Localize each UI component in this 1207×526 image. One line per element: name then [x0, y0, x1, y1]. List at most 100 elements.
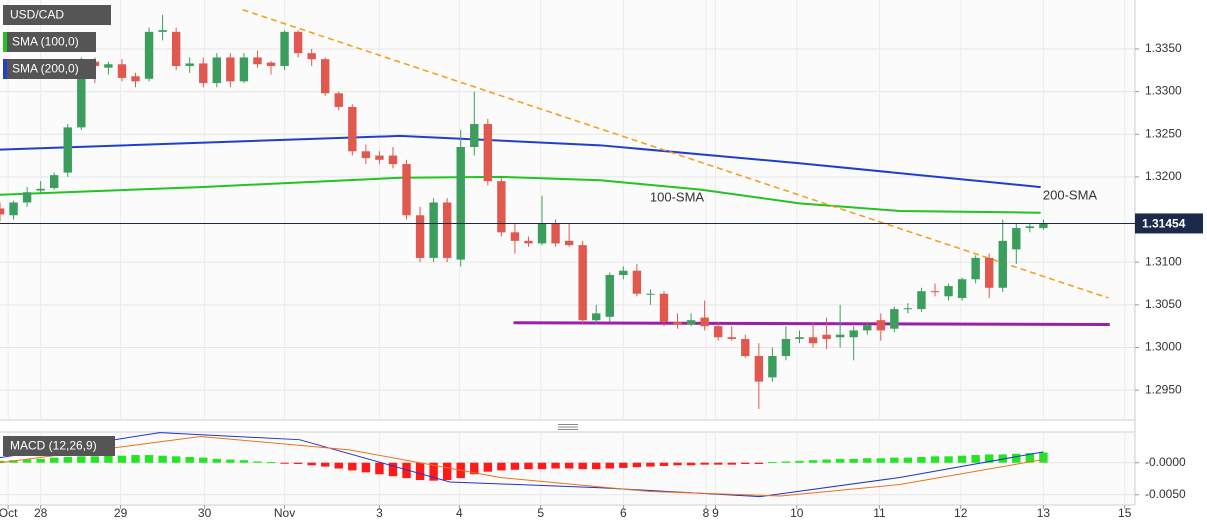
macd-histogram-bar: [0, 460, 5, 463]
candle-body: [212, 57, 222, 84]
macd-histogram-bar: [795, 460, 804, 463]
macd-histogram-bar: [605, 462, 614, 469]
candle-body: [700, 317, 709, 327]
sma-line: [0, 134, 1041, 189]
candle-body: [239, 57, 249, 82]
candle-body: [768, 356, 777, 378]
x-tick-label: 9: [712, 506, 719, 520]
macd-histogram-bar: [117, 455, 127, 463]
x-tick-label: 12: [954, 506, 968, 520]
x-tick-label: 8: [703, 506, 710, 520]
x-tick-label: 29: [114, 506, 128, 520]
candle-body: [171, 31, 181, 66]
candle-body: [1012, 228, 1021, 250]
y-tick-label: 1.2950: [1145, 382, 1182, 396]
candle-body: [673, 321, 682, 325]
candle-body: [280, 31, 289, 66]
candle-body: [564, 240, 574, 246]
candle-body: [835, 334, 845, 338]
macd-histogram-bar: [930, 456, 940, 463]
macd-histogram-bar: [998, 454, 1007, 463]
legend-box: [3, 5, 111, 25]
candle-body: [185, 63, 194, 66]
macd-histogram-bar: [22, 459, 32, 463]
candle-body: [632, 270, 642, 294]
macd-histogram-bar: [77, 456, 86, 463]
x-tick-label: 3: [376, 506, 383, 520]
candle-body: [686, 320, 696, 325]
candle-body: [713, 326, 723, 338]
macd-histogram-bar: [700, 462, 709, 465]
candle-body: [131, 76, 140, 82]
macd-histogram-bar: [415, 462, 425, 481]
panel-handle: [558, 424, 578, 430]
x-tick-label: 15: [1118, 506, 1132, 520]
macd-histogram-bar: [36, 458, 45, 463]
last-price-box: [1135, 213, 1203, 234]
candle-body: [388, 155, 398, 165]
candle-body: [863, 325, 872, 331]
macd-histogram-bar: [442, 462, 452, 481]
macd-histogram-bar: [957, 455, 967, 463]
candle-body: [930, 291, 940, 293]
legend-entry: SMA (200,0): [12, 62, 79, 76]
macd-histogram-bar: [619, 462, 628, 468]
macd-title: MACD (12,26,9): [10, 439, 97, 453]
candle-body: [442, 202, 452, 258]
macd-histogram-bar: [50, 457, 59, 463]
legend-box: [3, 436, 115, 456]
candle-body: [266, 62, 276, 66]
macd-histogram-bar: [781, 461, 791, 463]
macd-histogram-bar: [741, 462, 750, 465]
macd-histogram-bar: [863, 458, 872, 463]
macd-histogram-bar: [90, 456, 100, 463]
macd-histogram-bar: [239, 460, 249, 463]
macd-histogram-bar: [984, 454, 994, 463]
legend: USD/CAD SMA (100,0) SMA (200,0) MACD (12…: [3, 5, 115, 456]
macd-histogram-bar: [537, 462, 547, 470]
candle-body: [876, 320, 885, 331]
candle-body: [293, 31, 303, 54]
grid: [0, 0, 1135, 505]
candle-body: [375, 155, 384, 160]
y-tick-label: -0.0050: [1145, 487, 1186, 501]
x-tick-label: 11: [873, 506, 886, 520]
candle-body: [9, 202, 18, 216]
macd-histogram-bar: [659, 462, 669, 466]
macd-histogram-bar: [1025, 453, 1035, 463]
candle-body: [578, 245, 587, 321]
price-panel: [0, 0, 1135, 420]
macd-histogram-bar: [510, 462, 520, 470]
candle-body: [348, 106, 357, 152]
macd-histogram-bar: [727, 462, 736, 465]
candle-body: [22, 192, 32, 203]
y-tick-label: 1.3350: [1145, 41, 1182, 55]
candle-body: [307, 53, 316, 60]
macd-histogram-bar: [1039, 452, 1048, 463]
macd-histogram-bar: [212, 458, 222, 463]
candle-body: [144, 31, 154, 79]
candle-body: [795, 337, 804, 339]
macd-histogram-bar: [524, 462, 533, 470]
macd-histogram-bar: [348, 462, 357, 471]
candle-body: [415, 215, 425, 258]
candle-body: [510, 232, 520, 241]
candle-body: [984, 257, 994, 288]
trend-line: [242, 8, 1109, 299]
legend-swatch: [3, 59, 7, 79]
x-tick-label: 30: [198, 506, 212, 520]
macd-histogram-bar: [226, 459, 235, 463]
macd-histogram-bar: [307, 462, 316, 466]
candle-body: [1039, 223, 1048, 229]
macd-histogram-bar: [158, 455, 167, 463]
candle-body: [77, 61, 86, 128]
macd-histogram-bar: [199, 457, 208, 463]
macd-histogram-bar: [686, 462, 696, 466]
macd-histogram-bar: [754, 462, 764, 465]
macd-histogram-bar: [104, 455, 113, 463]
candle-body: [158, 30, 167, 32]
candle-body: [741, 338, 750, 357]
macd-histogram-bar: [903, 457, 913, 463]
x-tick-label: 10: [790, 506, 804, 520]
macd-histogram-bar: [497, 462, 506, 471]
